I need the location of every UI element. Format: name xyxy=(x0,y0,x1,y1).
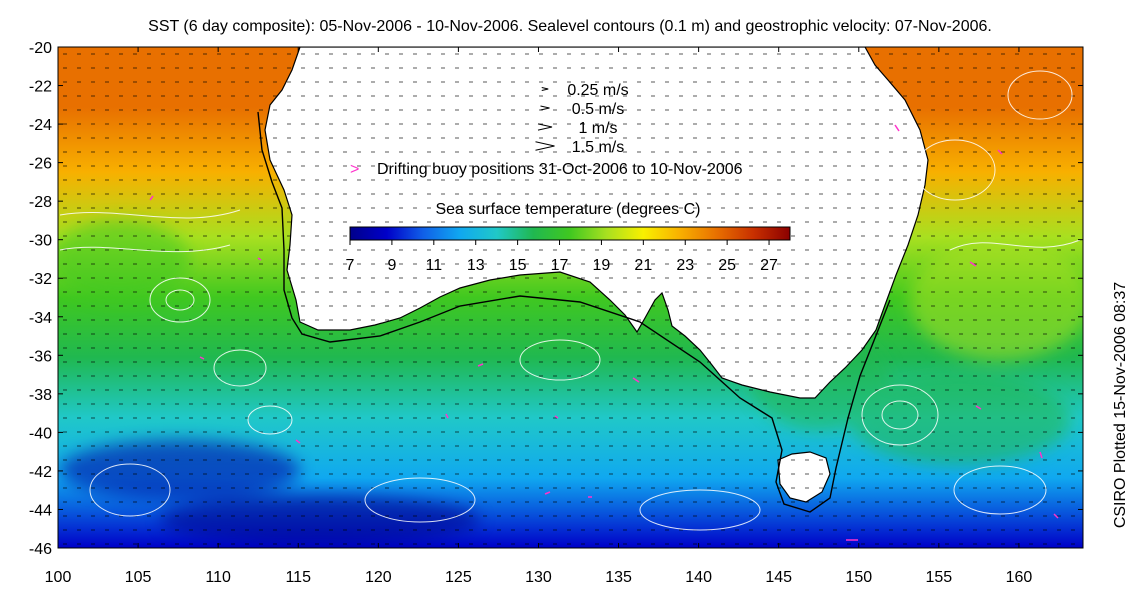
y-tick-label: -40 xyxy=(29,425,52,442)
colorbar-tick-label: 17 xyxy=(551,257,569,274)
buoy-legend-label: Drifting buoy positions 31-Oct-2006 to 1… xyxy=(377,161,743,178)
y-tick-label: -24 xyxy=(29,117,52,134)
x-tick-label: 115 xyxy=(285,569,311,586)
colorbar-tick-label: 25 xyxy=(718,257,736,274)
velocity-scale-label: 1 m/s xyxy=(578,120,617,137)
colorbar-tick-label: 23 xyxy=(676,257,694,274)
y-tick-label: -22 xyxy=(29,79,52,96)
x-tick-label: 150 xyxy=(845,569,872,586)
y-tick-label: -32 xyxy=(29,271,52,288)
x-tick-label: 105 xyxy=(125,569,152,586)
velocity-scale-label: 0.25 m/s xyxy=(567,82,628,99)
y-tick-label: -34 xyxy=(29,310,52,327)
x-tick-label: 140 xyxy=(685,569,712,586)
x-tick-label: 160 xyxy=(1006,569,1033,586)
y-tick-label: -28 xyxy=(29,194,52,211)
x-tick-label: 110 xyxy=(205,569,231,586)
x-tick-label: 120 xyxy=(365,569,392,586)
y-tick-label: -46 xyxy=(29,541,52,558)
colorbar-tick-label: 11 xyxy=(426,257,443,274)
colorbar-tick-label: 19 xyxy=(593,257,611,274)
x-tick-label: 155 xyxy=(926,569,953,586)
buoy-legend-symbol: > xyxy=(350,161,359,178)
velocity-vectors xyxy=(58,47,1083,548)
colorbar-tick-label: 13 xyxy=(467,257,485,274)
colorbar-title: Sea surface temperature (degrees C) xyxy=(435,201,700,218)
colorbar-gradient xyxy=(350,227,790,240)
x-tick-label: 130 xyxy=(525,569,552,586)
y-tick-label: -26 xyxy=(29,156,52,173)
colorbar-tick-label: 15 xyxy=(509,257,527,274)
y-tick-label: -36 xyxy=(29,348,52,365)
colorbar-tick-label: 7 xyxy=(346,257,355,274)
colorbar-tick-label: 9 xyxy=(387,257,396,274)
y-tick-label: -30 xyxy=(29,233,52,250)
x-tick-label: 135 xyxy=(605,569,632,586)
velocity-scale-label: 1.5 m/s xyxy=(572,139,624,156)
colorbar-tick-label: 27 xyxy=(760,257,778,274)
colorbar-tick-label: 21 xyxy=(634,257,652,274)
x-tick-label: 145 xyxy=(765,569,792,586)
y-tick-label: -44 xyxy=(29,502,52,519)
velocity-scale-label: 0.5 m/s xyxy=(572,101,624,118)
y-tick-label: -20 xyxy=(29,40,52,57)
buoy-legend: > Drifting buoy positions 31-Oct-2006 to… xyxy=(350,161,743,178)
y-tick-label: -42 xyxy=(29,464,52,481)
y-tick-label: -38 xyxy=(29,387,52,404)
x-tick-label: 100 xyxy=(45,569,72,586)
x-tick-label: 125 xyxy=(445,569,472,586)
plotted-date-label: CSIRO Plotted 15-Nov-2006 08:37 xyxy=(1112,282,1130,528)
